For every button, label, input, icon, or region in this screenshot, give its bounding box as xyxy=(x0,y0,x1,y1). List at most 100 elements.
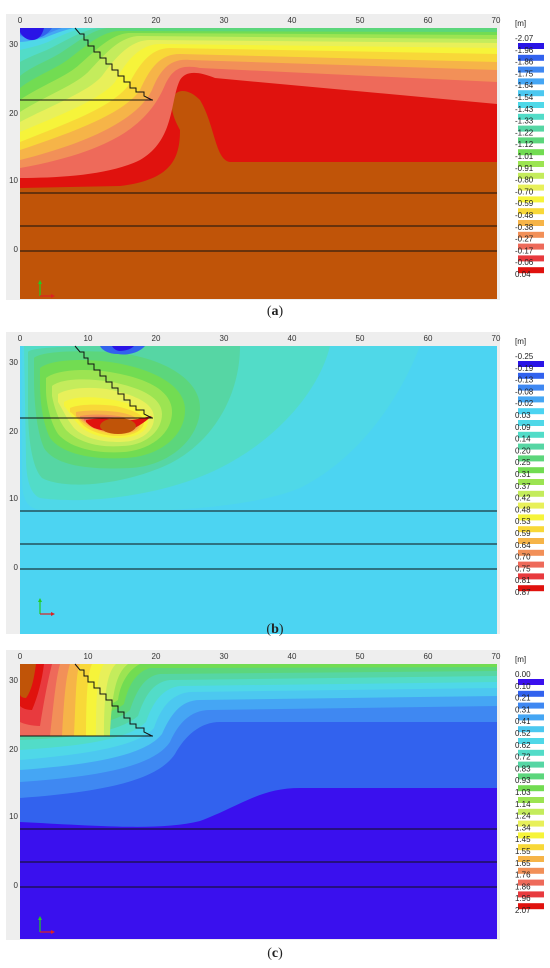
y-tick: 30 xyxy=(9,40,18,49)
legend-swatch xyxy=(518,78,544,85)
y-tick: 30 xyxy=(9,358,18,367)
legend-unit: [m] xyxy=(515,19,526,28)
x-tick: 40 xyxy=(288,16,297,25)
x-tick: 40 xyxy=(288,652,297,661)
legend-c: [m] 0.00 0.10 0.21 0.31 0.41 0.52 0.62 0.72 0.83 0… xyxy=(515,655,544,915)
legend-value: -0.48 xyxy=(515,211,534,220)
legend-swatch xyxy=(518,761,544,768)
legend-swatch xyxy=(518,161,544,167)
legend-value: 0.53 xyxy=(515,517,531,526)
legend-swatch xyxy=(518,585,544,592)
legend-value: 1.76 xyxy=(515,871,531,880)
legend-value: 0.81 xyxy=(515,576,531,585)
legend-swatch xyxy=(518,797,544,803)
legend-swatch xyxy=(518,137,544,144)
legend-value: 0.09 xyxy=(515,423,531,432)
legend-b: [m] -0.25 -0.19 -0.13 -0.08 -0.02 0.03 0.09 0.14… xyxy=(515,337,544,597)
legend-swatch xyxy=(518,255,544,262)
panel-c: 0 10 20 30 40 50 60 70 30 20 10 0 [m] 0.0… xyxy=(0,636,550,968)
contour-plot-a: 0 10 20 30 40 50 60 70 30 20 10 0 [m] -2.… xyxy=(6,14,544,300)
y-tick: 20 xyxy=(9,427,18,436)
legend-value: -0.59 xyxy=(515,199,534,208)
ticks-a: 0 10 20 30 40 50 60 70 30 20 10 0 xyxy=(9,16,501,254)
geometry-lines-c xyxy=(20,663,497,888)
x-tick: 10 xyxy=(84,652,93,661)
panel-a: 0 10 20 30 40 50 60 70 30 20 10 0 [m] -2.… xyxy=(0,0,550,320)
axis-triad-icon xyxy=(38,916,55,934)
legend-value: -0.02 xyxy=(515,399,534,408)
legend-swatch xyxy=(518,66,544,73)
legend-swatch xyxy=(518,396,544,403)
legend-value: -1.01 xyxy=(515,152,534,161)
legend-value: -0.25 xyxy=(515,352,534,361)
legend-value: -0.70 xyxy=(515,187,534,196)
legend-swatch xyxy=(518,455,544,462)
legend-value: 0.87 xyxy=(515,588,531,597)
legend-value: -0.38 xyxy=(515,223,534,232)
legend-value: -1.22 xyxy=(515,128,534,137)
legend-swatch xyxy=(518,196,544,203)
y-tick: 30 xyxy=(9,676,18,685)
legend-swatch xyxy=(518,726,544,733)
legend-value: 2.07 xyxy=(515,906,531,915)
legend-swatch xyxy=(518,431,544,438)
legend-swatch xyxy=(518,231,544,238)
x-tick: 40 xyxy=(288,334,297,343)
legend-swatch xyxy=(518,549,544,556)
x-tick: 70 xyxy=(492,16,501,25)
legend-value: 0.31 xyxy=(515,705,531,714)
legend-value: -0.91 xyxy=(515,164,534,173)
x-tick: 0 xyxy=(18,334,23,343)
legend-swatch xyxy=(518,243,544,250)
y-tick: 0 xyxy=(14,563,19,572)
legend-swatch xyxy=(518,149,544,156)
x-tick: 20 xyxy=(152,16,161,25)
legend-value: -0.19 xyxy=(515,364,534,373)
ticks-b: 0 10 20 30 40 50 60 70 30 20 10 0 xyxy=(9,334,501,572)
x-tick: 10 xyxy=(84,334,93,343)
legend-swatch xyxy=(518,856,544,862)
legend-swatch xyxy=(518,773,544,780)
legend-value: 0.48 xyxy=(515,505,531,514)
legend-swatch xyxy=(518,502,544,509)
caption-b: (b) xyxy=(266,622,284,637)
legend-value: -0.17 xyxy=(515,246,534,255)
x-tick: 0 xyxy=(18,652,23,661)
legend-value: -1.12 xyxy=(515,140,534,149)
legend-swatch xyxy=(518,90,544,97)
axis-triad-icon xyxy=(38,280,55,298)
geometry-lines-a xyxy=(20,27,497,252)
legend-swatch xyxy=(518,220,544,226)
legend-value: 1.34 xyxy=(515,823,531,832)
caption-a: (a) xyxy=(266,304,284,319)
x-tick: 50 xyxy=(356,652,365,661)
legend-value: -1.96 xyxy=(515,46,534,55)
x-tick: 60 xyxy=(424,652,433,661)
x-tick: 50 xyxy=(356,334,365,343)
panel-b: 0 10 20 30 40 50 60 70 30 20 10 0 [m] -0.… xyxy=(0,318,550,644)
legend-swatch xyxy=(518,208,544,215)
legend-value: 1.65 xyxy=(515,859,531,868)
x-tick: 30 xyxy=(220,652,229,661)
legend-value: 0.21 xyxy=(515,694,531,703)
legend-value: 0.42 xyxy=(515,494,531,503)
x-tick: 10 xyxy=(84,16,93,25)
y-tick: 10 xyxy=(9,176,18,185)
legend-swatch xyxy=(518,573,544,580)
legend-value: 0.41 xyxy=(515,717,531,726)
legend-value: 0.75 xyxy=(515,564,531,573)
legend-value: -1.33 xyxy=(515,117,534,126)
contour-plot-c: 0 10 20 30 40 50 60 70 30 20 10 0 [m] 0.0… xyxy=(6,650,544,940)
legend-value: -1.43 xyxy=(515,105,534,114)
legend-value: 0.62 xyxy=(515,741,531,750)
legend-value: 0.03 xyxy=(515,411,531,420)
legend-swatch xyxy=(518,538,544,544)
legend-value: 0.37 xyxy=(515,482,531,491)
legend-swatch xyxy=(518,514,544,521)
legend-value: 1.24 xyxy=(515,812,531,821)
y-tick: 0 xyxy=(14,245,19,254)
legend-value: 1.45 xyxy=(515,835,531,844)
legend-value: 0.93 xyxy=(515,776,531,785)
legend-value: 0.70 xyxy=(515,553,531,562)
legend-value: -2.07 xyxy=(515,34,534,43)
